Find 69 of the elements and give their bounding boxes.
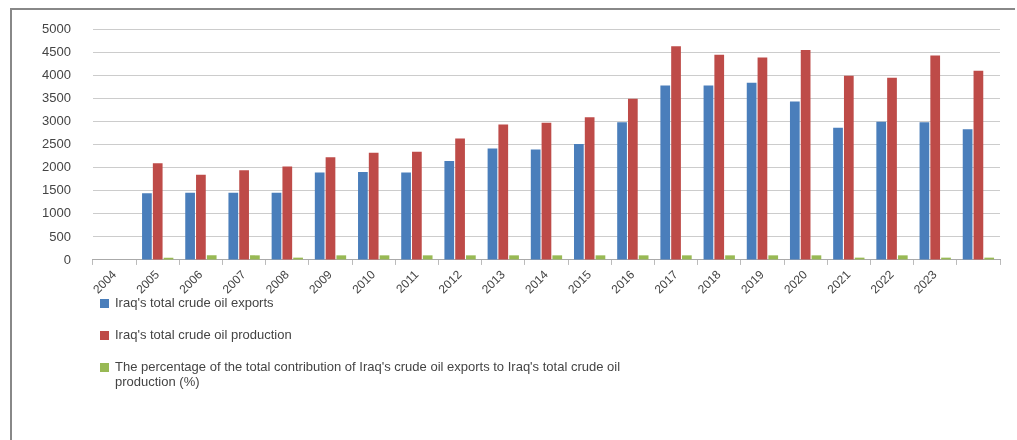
bar <box>541 122 552 260</box>
bar <box>768 255 779 260</box>
bar <box>962 129 973 260</box>
y-tick-label: 1000 <box>42 205 71 221</box>
y-tick-label: 2500 <box>42 136 71 152</box>
bar <box>897 255 908 260</box>
bar <box>973 70 984 260</box>
legend-label: Iraq's total crude oil production <box>115 327 292 342</box>
bar <box>811 255 822 260</box>
legend-label: The percentage of the total contribution of Iraq's crude oil exports to Iraq's total crude oil production (%) <box>115 359 622 389</box>
bar <box>789 101 800 260</box>
bar <box>617 122 627 260</box>
bar <box>876 121 887 260</box>
bar <box>714 54 725 260</box>
bar <box>455 138 465 260</box>
bar <box>595 255 606 260</box>
bar <box>444 160 455 260</box>
bar <box>228 192 239 260</box>
bar <box>379 255 390 260</box>
bar <box>358 172 368 260</box>
y-tick-label: 4500 <box>42 44 71 60</box>
bar <box>574 143 584 260</box>
bar <box>239 170 249 260</box>
bar <box>509 255 519 260</box>
bar <box>887 77 897 260</box>
bar <box>843 75 854 260</box>
bar <box>552 255 563 260</box>
y-tick-label: 3000 <box>42 113 71 129</box>
bar <box>757 57 768 260</box>
bar <box>142 193 152 260</box>
bar <box>681 255 692 260</box>
bar <box>725 255 735 260</box>
y-tick-label: 4000 <box>42 67 71 83</box>
bar <box>671 46 681 260</box>
bar <box>152 163 163 260</box>
bar <box>412 151 422 260</box>
bar <box>185 192 195 260</box>
bar <box>325 157 336 260</box>
bar <box>746 82 757 260</box>
y-tick-label: 1500 <box>42 182 71 198</box>
bar <box>466 255 476 260</box>
bar <box>336 255 347 260</box>
bar <box>660 85 671 260</box>
bar <box>638 255 649 260</box>
bar <box>627 98 638 260</box>
bar <box>930 55 941 260</box>
bar <box>487 148 498 260</box>
bar <box>422 255 433 260</box>
bar <box>206 255 217 260</box>
bar <box>314 172 325 260</box>
legend-label: Iraq's total crude oil exports <box>115 295 274 310</box>
bar <box>271 192 282 260</box>
y-tick-label: 5000 <box>42 21 71 37</box>
bar <box>800 50 811 260</box>
bar <box>401 172 411 260</box>
bar <box>250 255 260 260</box>
bar <box>703 85 714 260</box>
y-tick-label: 2000 <box>42 159 71 175</box>
y-tick-label: 3500 <box>42 90 71 106</box>
y-tick-label: 0 <box>63 251 71 267</box>
bar <box>282 166 293 260</box>
bar <box>584 117 595 260</box>
bar <box>368 152 379 260</box>
bar <box>919 122 930 260</box>
bar <box>833 127 843 260</box>
y-tick-label: 500 <box>49 228 71 244</box>
bar <box>530 149 541 260</box>
bar <box>498 124 509 260</box>
bar <box>196 174 206 260</box>
